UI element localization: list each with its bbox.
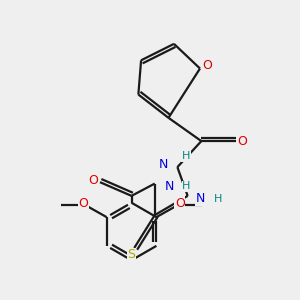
Text: O: O xyxy=(78,197,88,210)
Text: H: H xyxy=(182,181,190,191)
Text: S: S xyxy=(128,248,136,261)
Text: H: H xyxy=(182,151,190,161)
Text: H: H xyxy=(214,194,222,204)
Text: O: O xyxy=(88,174,98,187)
Text: N: N xyxy=(158,158,168,171)
Text: O: O xyxy=(238,135,248,148)
Text: O: O xyxy=(175,197,184,210)
Text: N: N xyxy=(196,192,205,205)
Text: O: O xyxy=(202,59,212,72)
Text: N: N xyxy=(164,180,174,193)
